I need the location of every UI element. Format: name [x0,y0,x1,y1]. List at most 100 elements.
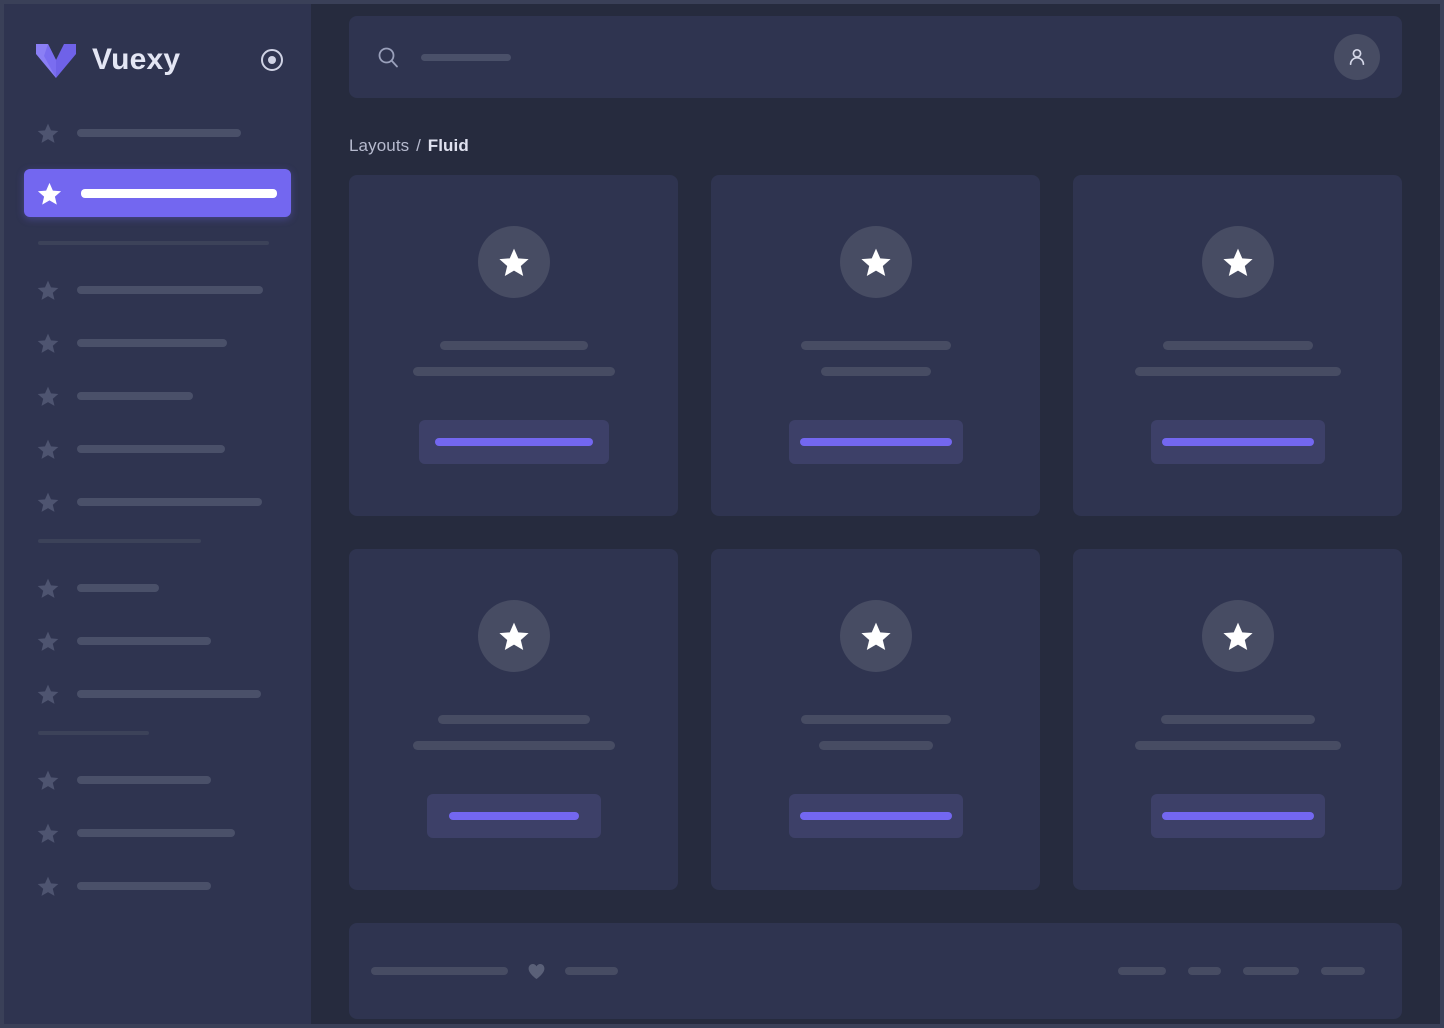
card-text-lines [1073,341,1402,376]
card-action-button[interactable] [788,420,963,464]
card-text-line [1162,341,1313,350]
circle-dot-icon[interactable] [259,47,285,73]
footer-right-group [1118,967,1365,975]
footer-bar [349,923,1402,1019]
card-avatar [1201,600,1274,672]
sidebar-group-divider [38,241,269,245]
sidebar-item[interactable] [24,326,291,360]
breadcrumb: Layouts / Fluid [349,136,1402,156]
star-icon [36,768,60,792]
star-icon [36,490,60,514]
card-action-button[interactable] [788,794,963,838]
sidebar-item[interactable] [24,763,291,797]
sidebar-brand[interactable]: Vuexy [4,4,311,116]
card-action-button-label [799,438,952,446]
star-icon [36,437,60,461]
card-text-lines [349,715,678,750]
card-avatar [477,226,550,298]
sidebar-item-label [77,339,227,347]
avatar[interactable] [1334,34,1380,80]
card-action-button-label [448,812,579,820]
breadcrumb-parent[interactable]: Layouts [349,136,410,155]
sidebar-item[interactable] [24,677,291,711]
sidebar-item-label [77,129,241,137]
card-action-button-label [1161,438,1314,446]
card-text-line [412,367,615,376]
sidebar-item-label [77,776,211,784]
top-navbar [349,16,1402,98]
sidebar-item[interactable] [24,571,291,605]
star-icon [36,821,60,845]
main-content: Layouts / Fluid [311,4,1440,1024]
sidebar-item-label [77,829,235,837]
card-text-line [800,715,951,724]
sidebar-item-label [77,286,263,294]
star-icon [36,576,60,600]
content-card[interactable] [349,549,678,890]
star-icon [36,384,60,408]
sidebar-item[interactable] [24,816,291,850]
card-text-line [437,715,590,724]
sidebar-item[interactable] [24,624,291,658]
card-action-button[interactable] [418,420,609,464]
card-avatar [477,600,550,672]
sidebar-item[interactable] [24,273,291,307]
sidebar-group-divider [38,731,149,735]
sidebar-group [24,731,291,903]
sidebar-group [24,241,291,519]
vuexy-logo-icon [34,40,78,80]
content-card[interactable] [711,549,1040,890]
content-card[interactable] [349,175,678,516]
card-text-line [439,341,588,350]
star-icon [36,331,60,355]
sidebar-item-label [81,188,277,198]
card-avatar [839,226,912,298]
sidebar-item[interactable] [24,379,291,413]
card-action-button[interactable] [1150,794,1325,838]
content-card[interactable] [1073,549,1402,890]
footer-link-bar[interactable] [1118,967,1166,975]
sidebar-item-label [77,498,262,506]
footer-link-bar[interactable] [565,967,618,975]
star-icon [36,121,60,145]
card-text-line [820,367,931,376]
sidebar-item-label [77,392,193,400]
search-input[interactable] [377,46,1334,68]
card-action-button-label [1161,812,1314,820]
card-text-line [1160,715,1315,724]
card-grid [349,175,1402,890]
sidebar-item-label [77,882,211,890]
card-text-lines [349,341,678,376]
card-action-button[interactable] [426,794,601,838]
footer-link-bar[interactable] [1188,967,1221,975]
star-icon [36,682,60,706]
search-placeholder-bar [421,53,511,61]
card-avatar [1201,226,1274,298]
content-card[interactable] [1073,175,1402,516]
card-text-line [800,341,951,350]
sidebar-item-label [77,584,159,592]
star-icon [36,874,60,898]
sidebar-item-label [77,690,261,698]
star-icon [36,180,63,207]
sidebar-item[interactable] [24,116,291,150]
footer-text-bar [371,967,508,975]
footer-link-bar[interactable] [1321,967,1365,975]
sidebar-item-active[interactable] [24,169,291,217]
sidebar-group [24,539,291,711]
content-card[interactable] [711,175,1040,516]
footer-link-bar[interactable] [1243,967,1299,975]
sidebar-item[interactable] [24,869,291,903]
brand-name: Vuexy [92,43,181,76]
card-text-line [1134,367,1341,376]
sidebar-item[interactable] [24,432,291,466]
card-avatar [839,600,912,672]
sidebar-item[interactable] [24,485,291,519]
sidebar-group-divider [38,539,201,543]
card-action-button-label [799,812,952,820]
card-text-lines [711,341,1040,376]
footer-left-group [371,962,618,981]
card-action-button[interactable] [1150,420,1325,464]
sidebar: Vuexy [4,4,311,1024]
